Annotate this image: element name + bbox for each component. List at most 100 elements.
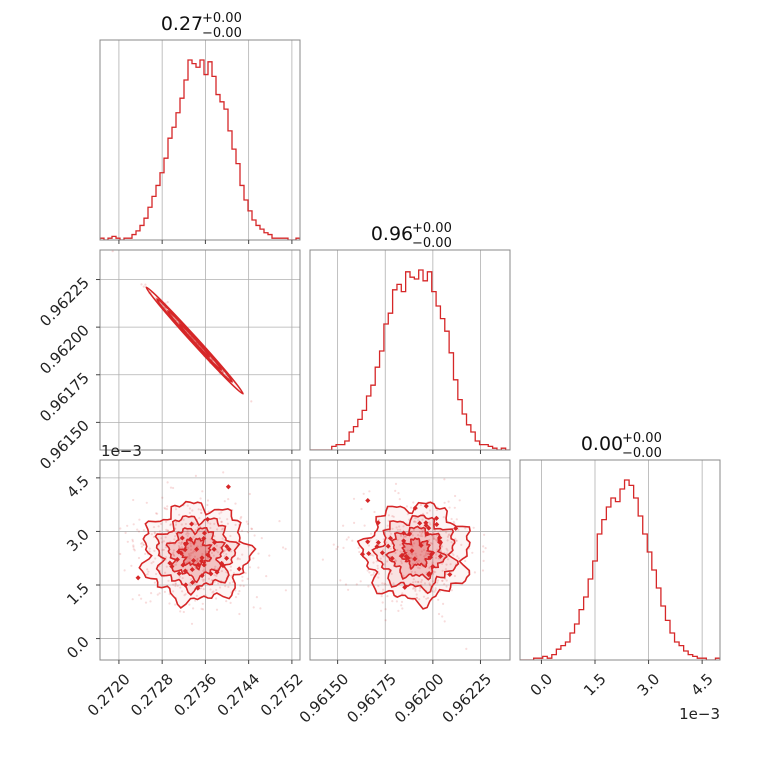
sample-point <box>166 301 169 304</box>
sample-point <box>417 559 420 562</box>
sample-point <box>434 570 437 574</box>
sample-point <box>363 524 366 527</box>
sample-point <box>399 543 402 547</box>
sample-point <box>395 526 398 529</box>
sample-point <box>257 566 260 569</box>
sample-point <box>381 582 384 585</box>
sample-point <box>142 285 145 288</box>
sample-point <box>454 494 457 498</box>
sample-point <box>174 535 177 538</box>
sample-point <box>446 558 450 561</box>
sample-point <box>164 571 167 574</box>
sample-point <box>181 577 184 580</box>
sample-point <box>146 568 149 571</box>
sample-point <box>136 528 139 531</box>
sample-point <box>156 593 159 596</box>
sample-point <box>421 531 424 534</box>
sample-point <box>165 565 168 568</box>
sample-point <box>465 647 468 651</box>
sample-point <box>239 584 242 587</box>
sample-point <box>432 570 435 573</box>
sample-point <box>259 607 262 610</box>
sample-point <box>172 551 175 554</box>
sample-point <box>446 535 449 539</box>
sample-point <box>398 525 401 528</box>
sample-point <box>188 603 191 606</box>
sample-point <box>396 548 399 552</box>
sample-point <box>131 598 134 601</box>
sample-point <box>165 528 168 532</box>
sample-point <box>399 550 402 553</box>
grid-layer <box>100 40 703 660</box>
contour-island <box>385 543 391 549</box>
sample-point <box>386 524 389 527</box>
density-contour-2 <box>154 515 241 596</box>
sample-point <box>405 505 408 508</box>
panel-frame <box>99 39 301 241</box>
sample-point <box>229 601 232 605</box>
sample-point <box>150 562 153 565</box>
sample-point <box>241 579 244 582</box>
sample-point <box>397 609 400 613</box>
sample-point <box>417 534 420 537</box>
sample-point <box>186 504 189 507</box>
sample-point <box>198 517 201 520</box>
sample-point <box>190 622 194 625</box>
sample-point <box>435 509 439 512</box>
sample-point <box>426 511 429 515</box>
sample-point <box>158 530 161 533</box>
sample-point <box>225 600 228 603</box>
sample-point <box>399 528 402 531</box>
sample-point <box>421 518 424 521</box>
sample-point <box>368 490 371 493</box>
sample-point <box>152 560 155 564</box>
sample-point <box>179 586 182 589</box>
sample-point <box>213 580 216 583</box>
sample-point <box>391 515 394 518</box>
sample-point <box>448 533 451 536</box>
sample-point <box>411 562 415 565</box>
sample-point <box>187 556 190 559</box>
sample-point <box>178 575 182 578</box>
sample-point <box>175 561 178 564</box>
sample-point <box>389 547 392 550</box>
sample-point <box>148 550 151 553</box>
sample-point <box>173 554 176 558</box>
sample-point <box>220 520 223 524</box>
sample-point <box>394 482 398 485</box>
sample-point <box>179 543 183 546</box>
param-title-1: 0.27 <box>161 13 203 35</box>
sample-point <box>433 529 436 532</box>
sample-point <box>417 580 420 584</box>
sample-point <box>383 563 386 566</box>
sample-point <box>425 597 428 600</box>
sample-point <box>215 597 218 600</box>
sample-point <box>370 553 373 557</box>
sample-point <box>355 583 358 586</box>
sample-point <box>407 553 410 556</box>
sample-point <box>442 602 445 606</box>
sample-point <box>373 571 376 574</box>
sample-point <box>402 525 405 528</box>
sample-point <box>442 516 445 519</box>
sample-point <box>435 556 438 560</box>
sample-point <box>382 548 385 551</box>
x-tick-label: 1.5 <box>580 670 610 700</box>
sample-point <box>190 565 193 568</box>
sample-point <box>453 574 456 578</box>
sample-point <box>200 511 203 514</box>
sample-point <box>392 515 395 518</box>
contour-island <box>427 554 433 560</box>
param-title-lower-2: −0.00 <box>412 236 452 251</box>
sample-point <box>375 539 378 542</box>
sample-point <box>443 583 446 586</box>
sample-point <box>366 569 369 572</box>
param-title-upper-1: +0.00 <box>202 11 242 26</box>
sample-point <box>372 561 375 564</box>
sample-point <box>166 505 169 508</box>
sample-point <box>394 551 397 555</box>
sample-point <box>253 534 256 537</box>
sample-point <box>226 518 229 521</box>
sample-point <box>155 572 158 576</box>
sample-point <box>176 584 179 588</box>
